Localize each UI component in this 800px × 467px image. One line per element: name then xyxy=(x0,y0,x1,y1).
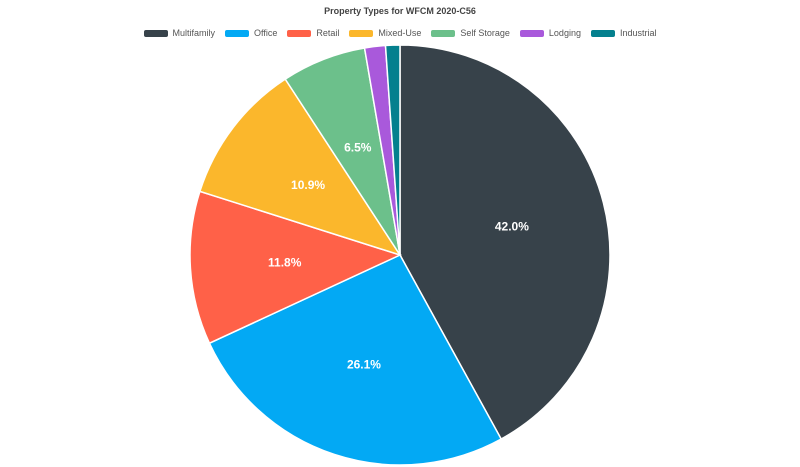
legend-label: Mixed-Use xyxy=(378,28,422,38)
legend-swatch xyxy=(287,29,312,37)
legend-label: Industrial xyxy=(619,28,657,38)
legend-swatch xyxy=(519,29,544,37)
pie-slice-mixed-use[interactable] xyxy=(198,78,402,257)
legend-swatch xyxy=(431,29,456,37)
legend-item-industrial[interactable]: Industrial xyxy=(590,28,657,38)
legend-label: Multifamily xyxy=(172,28,216,38)
pie-slice-retail[interactable] xyxy=(189,190,403,345)
slice-label-office: 26.1% xyxy=(347,358,381,372)
slice-label-mixed-use: 10.9% xyxy=(291,178,325,192)
legend-label: Self Storage xyxy=(460,28,510,38)
legend-item-retail[interactable]: Retail xyxy=(287,28,339,38)
legend-swatch xyxy=(349,29,374,37)
slice-label-retail: 11.8% xyxy=(268,255,302,269)
slice-label-self-storage: 6.5% xyxy=(344,140,372,154)
chart-title: Property Types for WFCM 2020-C56 xyxy=(324,6,476,16)
legend-item-multifamily[interactable]: Multifamily xyxy=(143,28,216,38)
legend-swatch xyxy=(143,29,168,37)
pie-slice-multifamily[interactable] xyxy=(399,44,611,441)
chart-legend: Multifamily Office Retail Mixed-Use Self Sto… xyxy=(0,28,800,38)
legend-label: Lodging xyxy=(548,28,581,38)
legend-label: Office xyxy=(254,28,278,38)
legend-item-office[interactable]: Office xyxy=(225,28,277,38)
pie-slice-industrial[interactable] xyxy=(384,44,401,256)
legend-item-mixed-use[interactable]: Mixed-Use xyxy=(349,28,421,38)
pie-slice-office[interactable] xyxy=(208,254,503,466)
legend-item-self-storage[interactable]: Self Storage xyxy=(431,28,510,38)
legend-label: Retail xyxy=(316,28,340,38)
slice-label-multifamily: 42.0% xyxy=(495,219,529,233)
legend-item-lodging[interactable]: Lodging xyxy=(519,28,581,38)
legend-swatch xyxy=(225,29,250,37)
legend-swatch xyxy=(590,29,615,37)
